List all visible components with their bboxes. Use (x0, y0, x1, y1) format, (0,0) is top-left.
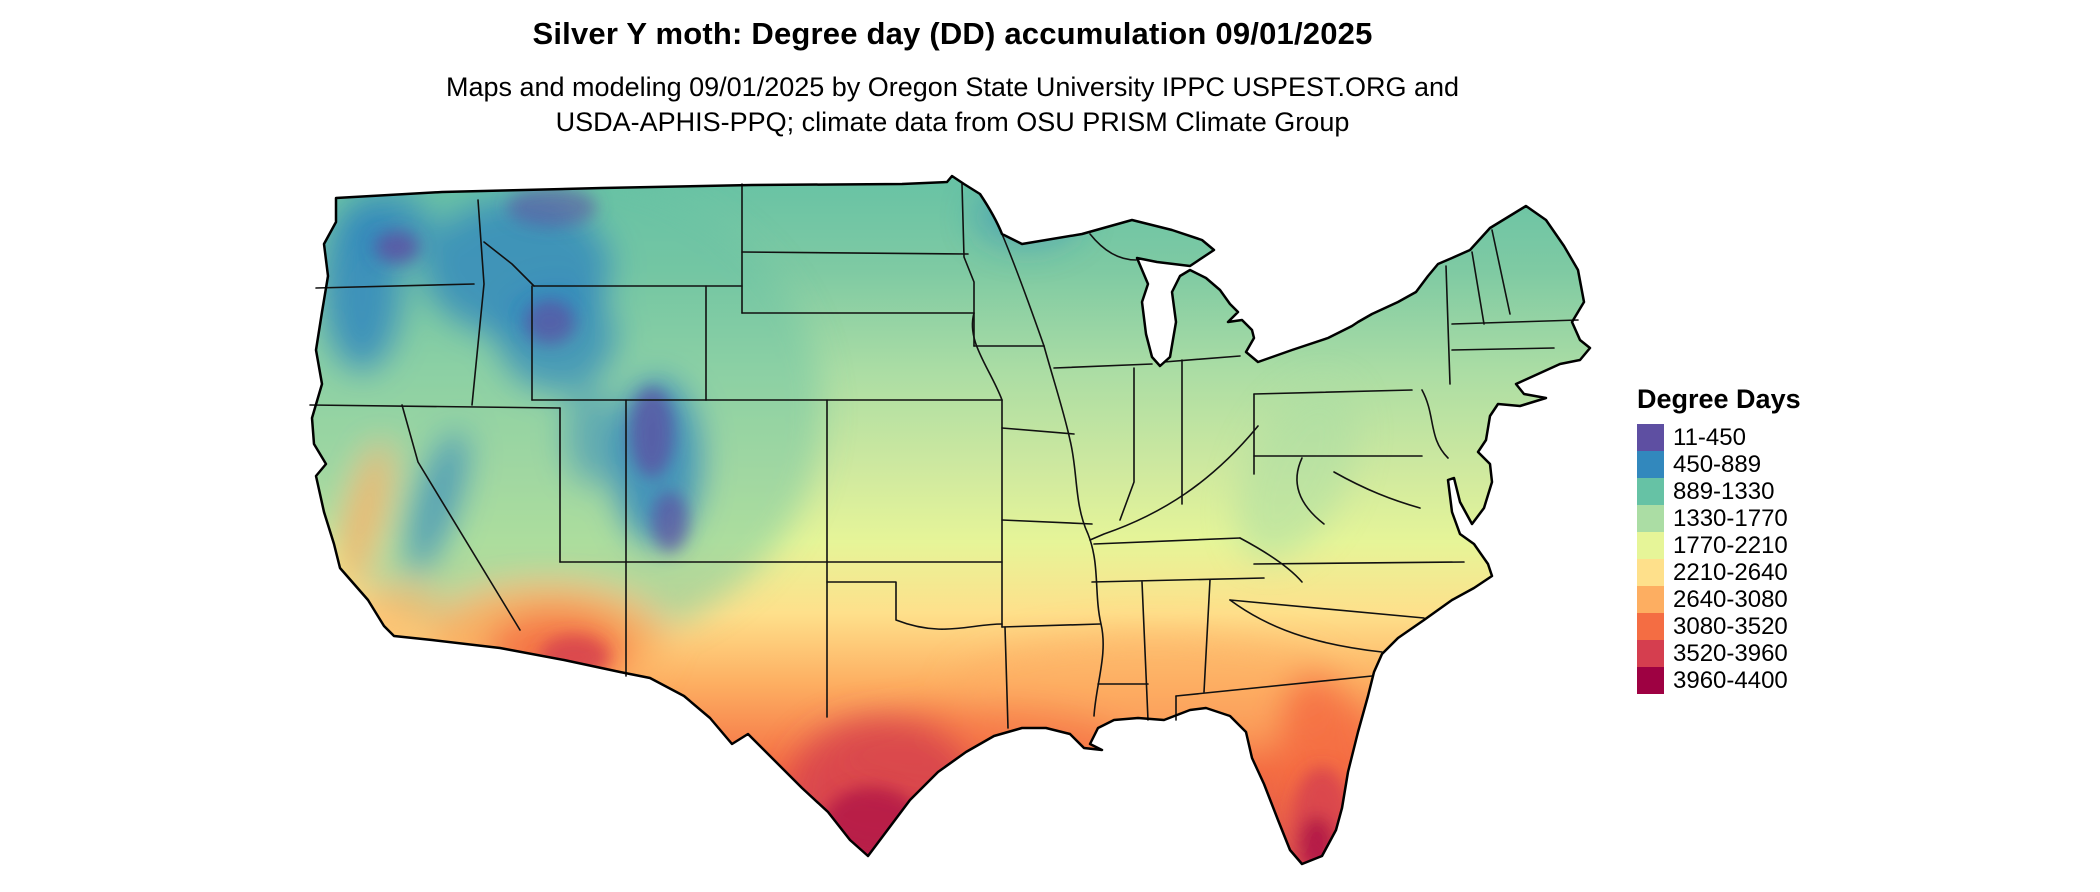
legend-label: 2210-2640 (1673, 558, 1788, 586)
legend-swatch (1637, 532, 1664, 559)
legend-swatch (1637, 586, 1664, 613)
legend-label: 889-1330 (1673, 477, 1775, 505)
legend-swatch (1637, 505, 1664, 532)
state-borders (309, 183, 1579, 729)
legend-swatch (1637, 667, 1664, 694)
conus-map-svg (309, 174, 1592, 866)
legend-swatch (1637, 424, 1664, 451)
legend-swatch (1637, 451, 1664, 478)
map-header: Silver Y moth: Degree day (DD) accumulat… (0, 16, 1905, 140)
legend-item: 889-1330 (1637, 478, 1801, 505)
legend-label: 3960-4400 (1673, 666, 1788, 694)
legend-item: 1330-1770 (1637, 505, 1801, 532)
legend-item: 2640-3080 (1637, 586, 1801, 613)
legend-item: 450-889 (1637, 451, 1801, 478)
legend-swatch (1637, 559, 1664, 586)
legend-item: 3520-3960 (1637, 640, 1801, 667)
legend-label: 450-889 (1673, 450, 1762, 478)
legend-label: 1770-2210 (1673, 531, 1788, 559)
conus-outline (310, 174, 1592, 866)
legend-item: 3960-4400 (1637, 667, 1801, 694)
legend-label: 11-450 (1673, 423, 1746, 451)
us-degree-day-map (302, 172, 1592, 884)
legend-item: 1770-2210 (1637, 532, 1801, 559)
legend-item: 11-450 (1637, 424, 1801, 451)
legend-swatch (1637, 613, 1664, 640)
attribution-line-2: USDA-APHIS-PPQ; climate data from OSU PR… (555, 107, 1350, 137)
legend-item: 2210-2640 (1637, 559, 1801, 586)
page-title: Silver Y moth: Degree day (DD) accumulat… (532, 16, 1373, 51)
legend-item: 3080-3520 (1637, 613, 1801, 640)
legend-title: Degree Days (1637, 384, 1801, 414)
legend-label: 3080-3520 (1673, 612, 1788, 640)
attribution-line-1: Maps and modeling 09/01/2025 by Oregon S… (445, 72, 1460, 102)
legend-label: 1330-1770 (1673, 504, 1788, 532)
legend-swatch (1637, 640, 1664, 667)
legend-label: 3520-3960 (1673, 639, 1788, 667)
map-attribution: Maps and modeling 09/01/2025 by Oregon S… (0, 70, 1905, 140)
degree-day-raster (312, 176, 1590, 864)
legend-label: 2640-3080 (1673, 585, 1788, 613)
degree-days-legend: Degree Days 11-450 450-889 889-1330 1330… (1637, 384, 1801, 694)
legend-swatch (1637, 478, 1664, 505)
